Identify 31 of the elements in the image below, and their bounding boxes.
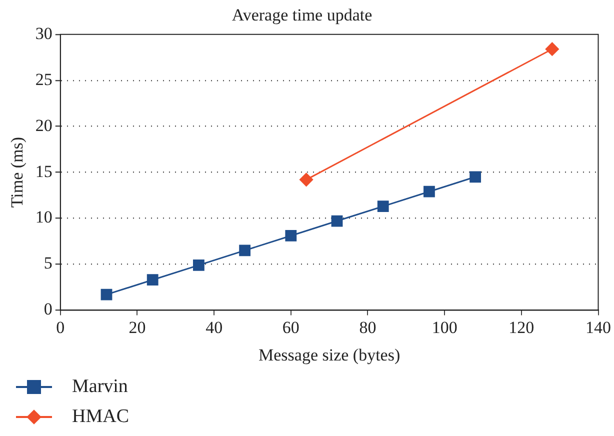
chart-title: Average time update xyxy=(232,6,372,25)
x-tick-label: 120 xyxy=(508,318,534,337)
point xyxy=(146,274,158,286)
point xyxy=(239,244,251,256)
y-tick-label: 15 xyxy=(35,162,52,181)
x-axis-title: Message size (bytes) xyxy=(258,345,400,364)
legend-label: Marvin xyxy=(72,376,128,398)
point xyxy=(300,172,314,186)
x-tick-label: 140 xyxy=(586,318,611,337)
point xyxy=(545,42,559,56)
y-tick-label: 0 xyxy=(44,300,52,319)
x-tick-label: 0 xyxy=(56,318,65,337)
point xyxy=(100,288,112,300)
legend-label: HMAC xyxy=(72,406,130,428)
y-tick-label: 30 xyxy=(35,24,52,43)
x-tick-label: 20 xyxy=(128,318,146,337)
x-tick-label: 60 xyxy=(282,318,300,337)
y-tick-label: 25 xyxy=(35,70,52,89)
y-tick-label: 10 xyxy=(35,208,52,227)
point xyxy=(193,259,204,271)
point xyxy=(470,171,482,183)
x-tick-label: 40 xyxy=(206,318,223,337)
x-tick-label: 100 xyxy=(432,318,458,337)
point xyxy=(377,200,389,212)
y-axis-title: Time (ms) xyxy=(8,136,27,208)
x-tick-label: 80 xyxy=(359,318,376,337)
y-tick-label: 20 xyxy=(35,116,52,135)
y-tick-label: 5 xyxy=(44,254,52,273)
point xyxy=(285,230,297,242)
point xyxy=(424,186,435,198)
point xyxy=(331,215,343,227)
